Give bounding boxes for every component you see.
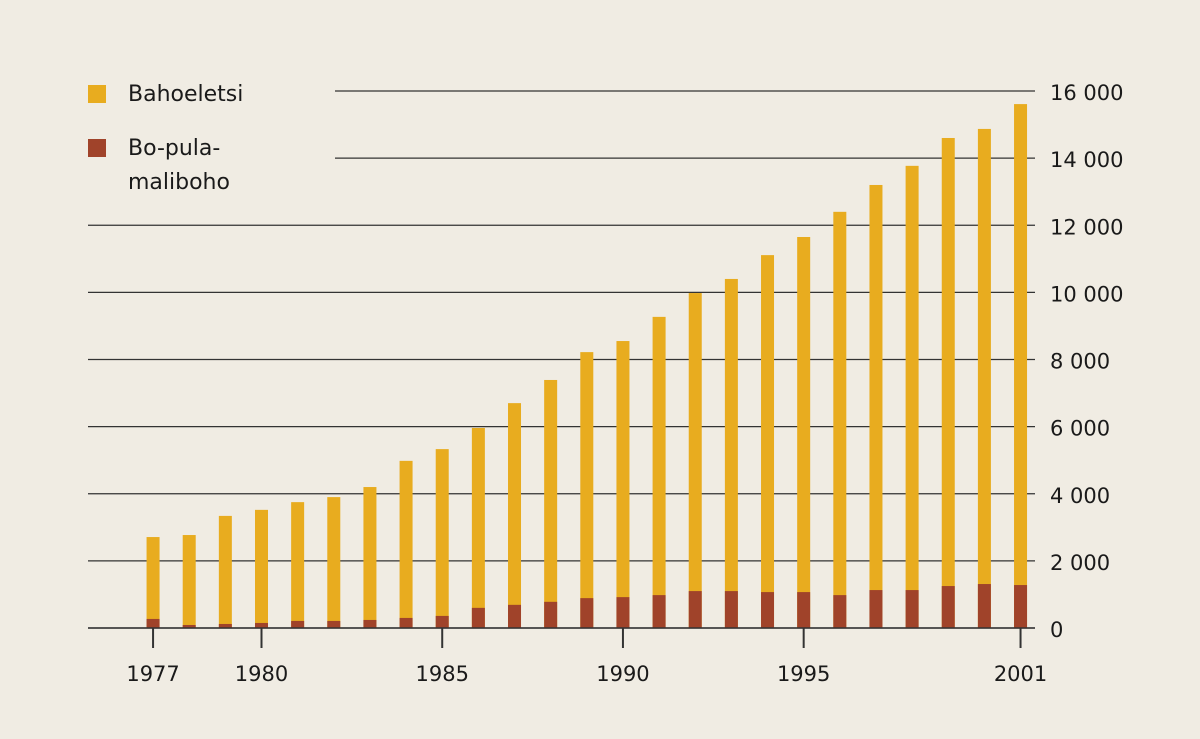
bar: [471, 427, 485, 628]
legend-swatch: [88, 139, 106, 157]
bar: [580, 598, 594, 628]
bar: [327, 620, 341, 628]
legend: Bahoeletsi Bo-pula-maliboho: [88, 78, 258, 220]
bar: [797, 592, 811, 628]
bar: [435, 615, 449, 628]
legend-item: Bo-pula-maliboho: [88, 132, 258, 200]
bar: [688, 591, 702, 628]
bar: [869, 590, 883, 628]
bar: [905, 590, 919, 628]
bar: [652, 595, 666, 628]
legend-item: Bahoeletsi: [88, 78, 258, 112]
bar: [869, 184, 883, 628]
x-tick-label: 1990: [596, 662, 649, 686]
bar: [941, 137, 955, 629]
legend-label: Bahoeletsi: [128, 82, 244, 107]
x-tick-label: 1977: [126, 662, 179, 686]
x-tick-label: 1980: [235, 662, 288, 686]
bar: [182, 624, 196, 628]
y-tick-label: 14 000: [1050, 148, 1123, 172]
bar: [146, 618, 160, 628]
bar: [616, 341, 630, 628]
bar: [363, 487, 377, 628]
legend-swatch: [88, 85, 106, 103]
bar: [833, 595, 847, 628]
bar: [977, 584, 991, 628]
bar: [652, 316, 666, 628]
bar: [688, 293, 702, 628]
y-tick-label: 0: [1050, 618, 1063, 642]
y-tick-label: 6 000: [1050, 417, 1110, 441]
bar: [291, 502, 305, 628]
bar: [941, 586, 955, 628]
bar: [724, 591, 738, 628]
bar: [905, 165, 919, 629]
x-tick-label: 1985: [415, 662, 468, 686]
bar: [544, 601, 558, 628]
bar: [977, 128, 991, 628]
bar: [327, 497, 341, 628]
bar: [471, 607, 485, 628]
bar: [435, 449, 449, 628]
bar: [1014, 104, 1028, 629]
bar: [254, 509, 268, 628]
legend-label: Bo-pula-maliboho: [128, 136, 230, 195]
bar: [508, 604, 522, 628]
bar: [724, 278, 738, 628]
bar: [580, 352, 594, 628]
y-tick-label: 4 000: [1050, 484, 1110, 508]
bar: [399, 460, 413, 628]
bar: [508, 403, 522, 628]
bar: [254, 622, 268, 628]
y-tick-label: 16 000: [1050, 81, 1123, 105]
bar: [761, 255, 775, 629]
y-tick-label: 8 000: [1050, 350, 1110, 374]
x-tick-label: 2001: [994, 662, 1047, 686]
bar: [291, 620, 305, 628]
bar: [182, 535, 196, 628]
bar: [1014, 585, 1028, 628]
bar: [399, 617, 413, 628]
bar: [616, 597, 630, 628]
x-tick-label: 1995: [777, 662, 830, 686]
bar: [797, 236, 811, 628]
y-tick-label: 10 000: [1050, 282, 1123, 306]
y-tick-label: 12 000: [1050, 215, 1123, 239]
bar: [218, 515, 232, 628]
bar: [146, 537, 160, 628]
bar: [544, 379, 558, 628]
bar: [761, 592, 775, 628]
bar: [363, 619, 377, 628]
y-tick-label: 2 000: [1050, 551, 1110, 575]
bar: [218, 623, 232, 628]
bar: [833, 211, 847, 628]
